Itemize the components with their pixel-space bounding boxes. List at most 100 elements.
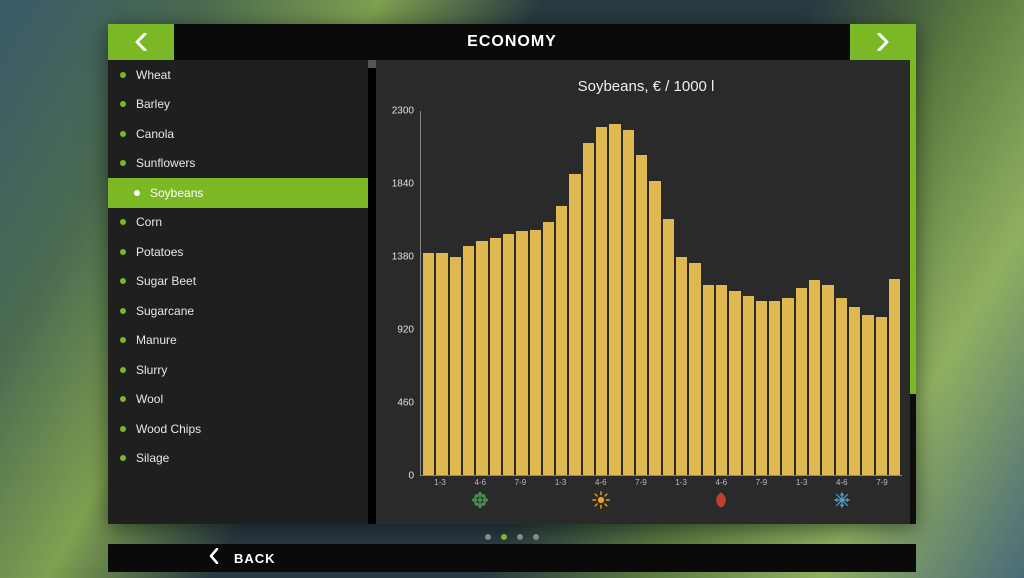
chart-title: Soybeans, € / 1000 l: [376, 60, 916, 103]
sidebar-item-barley[interactable]: Barley: [108, 90, 368, 120]
summer-icon: [541, 488, 662, 512]
sidebar-item-label: Soybeans: [150, 186, 203, 200]
x-tick: 1-3: [541, 476, 581, 488]
chart-area: Soybeans, € / 1000 l 0460920138018402300…: [376, 60, 916, 524]
x-axis: 1-34-67-91-34-67-91-34-67-91-34-67-9: [420, 476, 902, 512]
bar: [703, 285, 714, 475]
sidebar-list[interactable]: Wheat Barley Canola Sunflowers Soybeans CornP…: [108, 60, 368, 524]
bar: [463, 246, 474, 475]
chevron-right-icon: [876, 33, 890, 51]
y-tick: 460: [384, 398, 414, 409]
sidebar-item-label: Silage: [136, 451, 169, 465]
y-tick: 0: [384, 471, 414, 482]
bar: [636, 155, 647, 475]
bar: [490, 238, 501, 475]
bar: [569, 174, 580, 475]
sidebar-item-sunflowers[interactable]: Sunflowers: [108, 149, 368, 179]
panel-body: Wheat Barley Canola Sunflowers Soybeans CornP…: [108, 60, 916, 524]
pagination-dots: [108, 530, 916, 544]
bar: [689, 263, 700, 475]
bar: [609, 124, 620, 475]
y-tick: 2300: [384, 106, 414, 117]
bullet-icon: [120, 367, 126, 373]
next-button[interactable]: [850, 24, 916, 60]
sidebar-item-wood-chips[interactable]: Wood Chips: [108, 414, 368, 444]
bar: [503, 234, 514, 475]
bar: [583, 143, 594, 475]
sidebar-item-label: Barley: [136, 97, 170, 111]
page-dot[interactable]: [533, 534, 539, 540]
sidebar-item-manure[interactable]: Manure: [108, 326, 368, 356]
x-tick: 4-6: [460, 476, 500, 488]
bullet-icon: [120, 455, 126, 461]
x-tick: 4-6: [581, 476, 621, 488]
prev-button[interactable]: [108, 24, 174, 60]
sidebar-item-silage[interactable]: Silage: [108, 444, 368, 474]
sidebar-item-label: Canola: [136, 127, 174, 141]
bullet-icon: [120, 219, 126, 225]
back-label[interactable]: BACK: [234, 551, 276, 566]
autumn-icon: [661, 488, 782, 512]
bar: [436, 253, 447, 475]
scroll-indicator-fill: [910, 60, 916, 394]
page-dot[interactable]: [517, 534, 523, 540]
x-tick: 1-3: [782, 476, 822, 488]
x-tick: 4-6: [822, 476, 862, 488]
y-tick: 920: [384, 325, 414, 336]
bullet-icon: [120, 308, 126, 314]
bar: [450, 257, 461, 475]
sidebar-item-wool[interactable]: Wool: [108, 385, 368, 415]
sidebar-item-soybeans[interactable]: Soybeans: [108, 178, 368, 208]
bar: [530, 230, 541, 475]
bar: [663, 219, 674, 475]
bar: [809, 280, 820, 475]
bar: [543, 222, 554, 475]
back-button[interactable]: [208, 548, 220, 569]
bar: [623, 130, 634, 475]
sidebar-item-potatoes[interactable]: Potatoes: [108, 237, 368, 267]
sidebar-item-corn[interactable]: Corn: [108, 208, 368, 238]
sidebar-item-label: Sugarcane: [136, 304, 194, 318]
x-tick: 7-9: [862, 476, 902, 488]
bar: [876, 317, 887, 475]
sidebar-item-sugar-beet[interactable]: Sugar Beet: [108, 267, 368, 297]
sidebar-item-label: Wool: [136, 392, 163, 406]
bar: [836, 298, 847, 475]
titlebar: ECONOMY: [108, 24, 916, 60]
scrollbar-thumb[interactable]: [368, 60, 376, 68]
sidebar-item-label: Sunflowers: [136, 156, 195, 170]
bullet-icon: [120, 160, 126, 166]
bar: [729, 291, 740, 475]
winter-icon: [782, 488, 903, 512]
bar: [822, 285, 833, 475]
spring-icon: [420, 488, 541, 512]
y-axis: 0460920138018402300: [384, 111, 418, 476]
sidebar-item-slurry[interactable]: Slurry: [108, 355, 368, 385]
bars-container: [423, 111, 900, 475]
back-bar: BACK: [108, 544, 916, 572]
chart-wrap: 0460920138018402300 1-34-67-91-34-67-91-…: [384, 111, 902, 512]
bar: [516, 231, 527, 475]
bullet-icon: [120, 278, 126, 284]
sidebar-item-canola[interactable]: Canola: [108, 119, 368, 149]
bar: [782, 298, 793, 475]
page-dot[interactable]: [501, 534, 507, 540]
page-dot[interactable]: [485, 534, 491, 540]
sidebar-item-sugarcane[interactable]: Sugarcane: [108, 296, 368, 326]
bullet-icon: [120, 337, 126, 343]
bar: [716, 285, 727, 475]
x-tick: 7-9: [500, 476, 540, 488]
sidebar-item-label: Wood Chips: [136, 422, 201, 436]
x-tick: 7-9: [621, 476, 661, 488]
chevron-left-icon: [134, 33, 148, 51]
x-tick: 1-3: [661, 476, 701, 488]
sidebar-scrollbar[interactable]: [368, 60, 376, 524]
bullet-icon: [120, 131, 126, 137]
sidebar-item-wheat[interactable]: Wheat: [108, 60, 368, 90]
economy-panel: ECONOMY Wheat Barley Canola Sunflowers Soybe…: [108, 24, 916, 524]
x-tick: 7-9: [741, 476, 781, 488]
bar: [769, 301, 780, 475]
bullet-icon: [120, 396, 126, 402]
bar: [556, 206, 567, 475]
bar: [756, 301, 767, 475]
